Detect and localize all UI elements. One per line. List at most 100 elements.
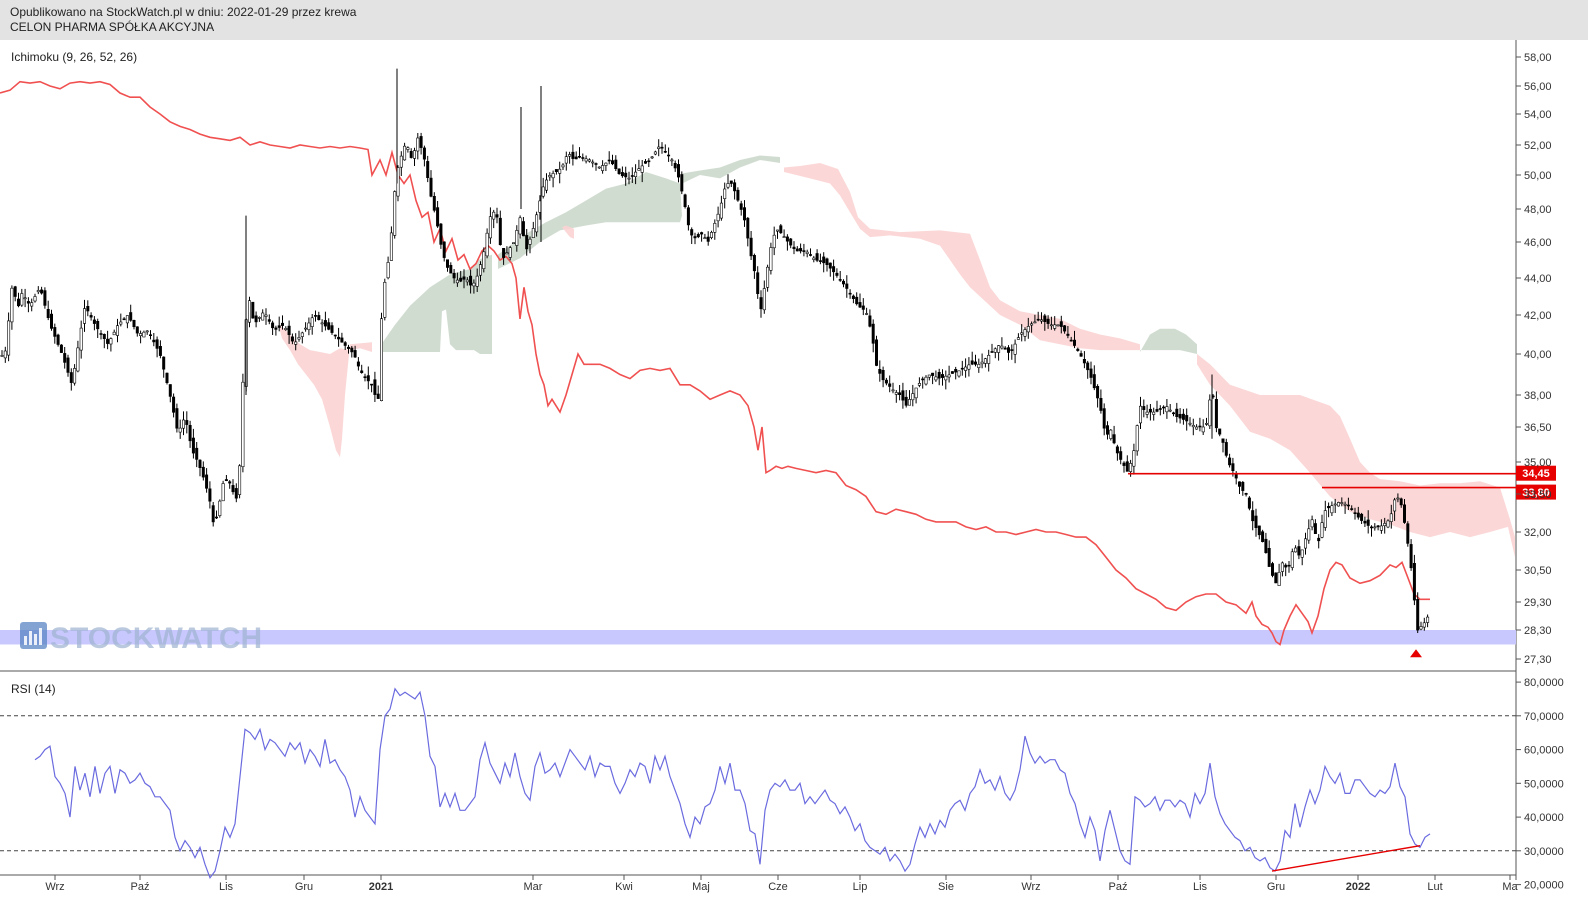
candle-body	[168, 384, 172, 397]
candle-body	[802, 250, 806, 252]
candle-body	[1340, 502, 1344, 504]
candle-body	[73, 368, 77, 384]
candle-body	[228, 481, 232, 484]
candle-body	[323, 320, 327, 327]
candle-body	[1370, 526, 1374, 529]
candle-body	[1175, 408, 1179, 418]
candle-body	[1280, 562, 1284, 572]
candle-body	[673, 163, 677, 169]
candle-body	[934, 376, 938, 381]
time-tick-label: 2022	[1346, 881, 1370, 893]
candle-body	[1030, 323, 1034, 326]
candle-body	[1115, 446, 1119, 454]
candle-body	[1122, 462, 1126, 466]
price-tick-label: 40,00	[1524, 349, 1552, 361]
candle-body	[729, 180, 733, 184]
candle-body	[257, 317, 261, 319]
candle-body	[1049, 324, 1053, 327]
kijun-line	[0, 80, 1430, 646]
candle-body	[1234, 473, 1238, 479]
price-tick-label: 38,00	[1524, 390, 1552, 402]
candle-body	[175, 408, 179, 429]
candle-body	[149, 334, 153, 337]
candle-body	[1393, 499, 1397, 512]
candle-body	[224, 479, 228, 482]
candle-body	[96, 320, 100, 330]
candle-body	[442, 241, 446, 258]
candle-body	[284, 327, 288, 330]
candle-body	[762, 288, 766, 311]
candle-body	[947, 374, 951, 378]
candle-body	[99, 333, 103, 335]
candle-body	[422, 147, 426, 160]
candle-body	[304, 327, 308, 330]
candle-body	[676, 164, 680, 178]
candle-body	[1376, 525, 1380, 528]
candle-body	[1271, 563, 1275, 576]
candle-body	[993, 348, 997, 353]
candle-body	[888, 383, 892, 387]
candle-body	[1241, 481, 1245, 491]
candle-body	[558, 168, 562, 174]
candle-body	[769, 247, 773, 271]
price-tick-label: 44,00	[1524, 273, 1552, 285]
time-tick-label: Lut	[1427, 881, 1442, 893]
candle-body	[452, 272, 456, 279]
candle-body	[884, 379, 888, 384]
candle-body	[881, 369, 885, 381]
candle-body	[343, 342, 347, 346]
candle-body	[1366, 519, 1370, 526]
rsi-tick-label: 50,0000	[1524, 778, 1564, 790]
candle-body	[165, 372, 169, 384]
candle-body	[1079, 353, 1083, 357]
candle-body	[1409, 544, 1413, 569]
candle-body	[521, 221, 525, 237]
candle-body	[445, 259, 449, 268]
candle-body	[630, 175, 634, 177]
candle-body	[726, 183, 730, 188]
rsi-tick-label: 20,0000	[1524, 880, 1564, 892]
candle-body	[1033, 321, 1037, 324]
candle-body	[231, 485, 235, 493]
candle-body	[350, 347, 354, 353]
candle-body	[1145, 411, 1149, 415]
candle-body	[733, 182, 737, 192]
candle-body	[145, 330, 149, 333]
candle-body	[752, 255, 756, 272]
candle-body	[973, 361, 977, 365]
company-name: CELON PHARMA SPÓŁKA AKCYJNA	[10, 20, 215, 34]
watermark-text: STOCKWATCH	[50, 622, 262, 655]
candle-body	[855, 296, 859, 305]
candle-body	[690, 229, 694, 236]
rsi-tick-label: 80,0000	[1524, 677, 1564, 689]
candle-body	[13, 286, 17, 297]
candle-body	[1313, 523, 1317, 534]
price-tick-label: 56,00	[1524, 81, 1552, 93]
time-tick-label: Lip	[853, 881, 868, 893]
resistance-price-label: 34,45	[1522, 468, 1550, 480]
candle-body	[723, 188, 727, 199]
candle-body	[1294, 547, 1298, 553]
candle-body	[554, 169, 558, 172]
candle-body	[957, 370, 961, 377]
time-tick-label: Paź	[131, 881, 150, 893]
candle-body	[1003, 347, 1007, 350]
candle-body	[1109, 429, 1113, 439]
time-tick-label: Maj	[692, 881, 710, 893]
rsi-trendline	[1271, 845, 1421, 872]
candle-body	[904, 396, 908, 406]
candle-body	[389, 232, 393, 261]
candle-body	[594, 163, 598, 165]
publication-header: Opublikowano na StockWatch.pl w dniu: 20…	[0, 0, 1588, 40]
candle-body	[353, 350, 357, 358]
candle-body	[3, 350, 7, 359]
candle-body	[624, 172, 628, 178]
candle-body	[812, 257, 816, 260]
candle-body	[23, 297, 27, 300]
candle-body	[366, 375, 370, 382]
candle-body	[1323, 510, 1327, 528]
candle-body	[792, 246, 796, 250]
candle-body	[241, 381, 245, 468]
candle-body	[1379, 525, 1383, 531]
